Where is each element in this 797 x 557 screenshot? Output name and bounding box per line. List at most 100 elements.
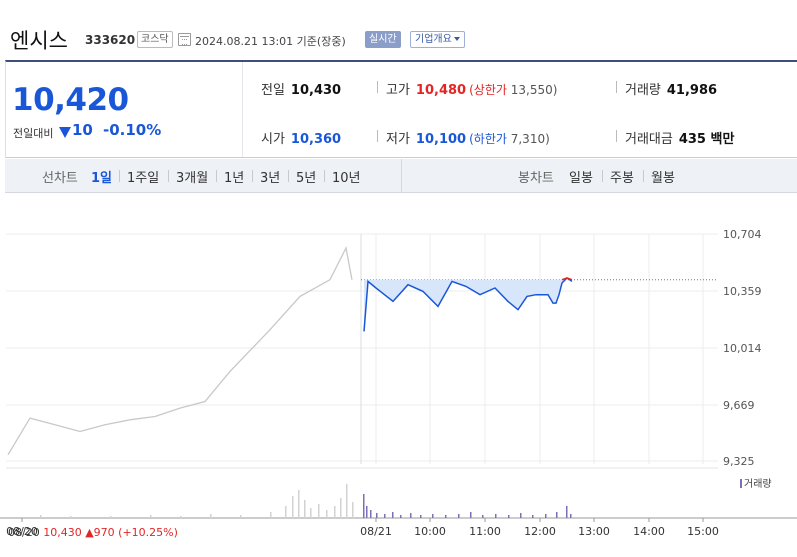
lower-limit: (하한가 7,310)	[469, 132, 550, 146]
volume-bar	[570, 514, 572, 518]
volume-bar	[545, 514, 547, 518]
volume-bar	[400, 515, 402, 518]
chart-period-tabs: 선차트 1일 1주일 3개월 1년 3년 5년 10년 봉차트 일봉 주봉 월봉	[5, 159, 797, 193]
today-price-line-up	[561, 277, 568, 281]
amount-label: 거래대금	[625, 132, 673, 147]
today-price-line-up	[566, 277, 573, 281]
volume-bar	[318, 504, 320, 518]
tab-monthly[interactable]: 월봉	[651, 171, 675, 186]
volume-bar	[384, 514, 386, 518]
tab-10y[interactable]: 10년	[332, 171, 361, 186]
y-tick-label: 9,325	[723, 455, 755, 468]
tab-separator	[119, 170, 120, 182]
prev-day-summary: 08/20 10,430 ▲970 (+10.25%)	[8, 526, 178, 539]
volume-bar	[520, 513, 522, 518]
change-label: 전일대비	[13, 127, 54, 140]
tab-1d[interactable]: 1일	[91, 171, 113, 186]
line-chart-label: 선차트	[42, 171, 78, 186]
volume-bar	[363, 494, 365, 518]
volume-bar	[326, 510, 328, 518]
tab-3m[interactable]: 3개월	[176, 171, 209, 186]
volume-bar	[240, 515, 242, 518]
prev-close-value: 10,430	[290, 83, 342, 98]
x-tick-label: 08/20	[6, 525, 38, 538]
change-percent: -0.10%	[103, 121, 162, 139]
tab-separator	[288, 170, 289, 182]
tab-separator	[216, 170, 217, 182]
volume-bar	[376, 513, 378, 518]
volume-bar	[150, 515, 152, 518]
tab-separator	[324, 170, 325, 182]
x-tick-label: 13:00	[578, 525, 610, 538]
x-tick-label: 10:00	[414, 525, 446, 538]
volume-value: 41,986	[666, 83, 718, 98]
prev-day-line	[7, 245, 353, 456]
volume-bar	[304, 500, 306, 518]
x-tick-label: 15:00	[687, 525, 719, 538]
volume-bar	[470, 512, 472, 518]
volume-bar	[346, 484, 348, 518]
change-amount: 10	[72, 121, 93, 139]
prev-close-label: 전일	[261, 83, 285, 98]
prev-close-stat: 전일 10,430	[261, 79, 341, 98]
upper-limit: (상한가 13,550)	[469, 83, 557, 97]
tab-separator	[168, 170, 169, 182]
volume-bar	[310, 508, 312, 518]
volume-bar	[334, 506, 336, 518]
prev-day-date: 08/20	[8, 526, 43, 539]
volume-bar	[495, 514, 497, 518]
company-overview-label: 기업개요	[415, 34, 452, 45]
tab-1y[interactable]: 1년	[224, 171, 245, 186]
volume-bar	[210, 514, 212, 518]
volume-bar	[482, 515, 484, 518]
today-price-line	[363, 277, 573, 332]
volume-bar	[292, 496, 294, 518]
volume-legend-swatch	[740, 479, 742, 488]
stock-code: 333620	[85, 33, 136, 47]
x-tick-label: 12:00	[524, 525, 556, 538]
tab-1w[interactable]: 1주일	[127, 171, 160, 186]
volume-bar	[340, 498, 342, 518]
tab-3y[interactable]: 3년	[260, 171, 281, 186]
realtime-badge[interactable]: 실시간	[365, 31, 401, 48]
volume-bar	[370, 510, 372, 518]
down-triangle-icon	[59, 127, 71, 138]
tab-separator	[643, 170, 644, 182]
low-value: 10,100	[415, 132, 467, 147]
calendar-icon	[178, 33, 191, 46]
prev-day-change: ▲970	[85, 526, 118, 539]
timestamp: 2024.08.21 13:01 기준(장중)	[195, 35, 346, 48]
volume-bar	[410, 513, 412, 518]
volume-bar	[566, 506, 568, 518]
low-stat: 저가 10,100 (하한가 7,310)	[386, 128, 550, 147]
volume-bar	[392, 512, 394, 518]
tab-weekly[interactable]: 주봉	[610, 171, 634, 186]
amount-stat: 거래대금 435 백만	[625, 128, 734, 147]
separator	[377, 81, 378, 93]
volume-bar	[508, 515, 510, 518]
lower-limit-value: 7,310)	[510, 132, 550, 146]
tab-daily[interactable]: 일봉	[569, 171, 593, 186]
company-overview-button[interactable]: 기업개요	[410, 31, 465, 48]
volume-bar	[420, 515, 422, 518]
volume-bar	[532, 515, 534, 518]
candle-chart-label: 봉차트	[518, 171, 554, 186]
volume-bar	[445, 515, 447, 518]
volume-legend-label: 거래량	[744, 478, 772, 490]
tab-separator	[252, 170, 253, 182]
volume-bar	[556, 512, 558, 518]
volume-bar	[285, 506, 287, 518]
y-tick-label: 9,669	[723, 399, 755, 412]
volume-bar	[270, 512, 272, 518]
separator	[616, 130, 617, 142]
volume-bar	[70, 516, 72, 518]
y-tick-label: 10,359	[723, 285, 762, 298]
stock-name: 엔시스	[10, 29, 68, 53]
tab-separator	[602, 170, 603, 182]
open-stat: 시가 10,360	[261, 128, 341, 147]
high-value: 10,480	[415, 83, 467, 98]
tab-5y[interactable]: 5년	[296, 171, 317, 186]
volume-bar	[458, 514, 460, 518]
open-value: 10,360	[290, 132, 342, 147]
